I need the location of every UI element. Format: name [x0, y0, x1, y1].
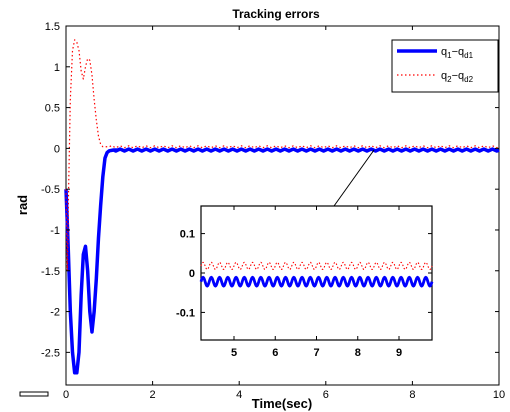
- x-axis-label: Time(sec): [252, 396, 312, 411]
- inset-y-tick-label: 0: [189, 268, 195, 280]
- y-tick-label: -0.5: [41, 184, 60, 196]
- inset-x-tick-label: 8: [355, 347, 361, 359]
- y-tick-label: 0.5: [45, 103, 60, 115]
- x-tick-label: 8: [409, 389, 415, 401]
- inset-plot: 5 6 7 8 9 0.1 0 -0.1: [176, 206, 432, 359]
- y-tick-label: 1.5: [45, 21, 60, 33]
- y-tick-label: -2.5: [41, 347, 60, 359]
- y-axis-label: rad: [15, 195, 30, 215]
- inset-x-tick-label: 5: [231, 347, 237, 359]
- y-tick-label: -1: [50, 225, 60, 237]
- x-tick-label: 0: [63, 389, 69, 401]
- inset-y-tick-label: 0.1: [180, 229, 195, 241]
- inset-y-tick-label: -0.1: [176, 307, 195, 319]
- y-tick-label: -1.5: [41, 266, 60, 278]
- chart-title: Tracking errors: [232, 7, 320, 21]
- x-tick-label: 4: [236, 389, 242, 401]
- inset-x-tick-label: 6: [272, 347, 278, 359]
- corner-marker: [20, 392, 48, 396]
- zoom-connector-line: [334, 150, 374, 206]
- x-tick-label: 10: [493, 389, 505, 401]
- y-tick-label: -2: [50, 307, 60, 319]
- x-tick-label: 2: [150, 389, 156, 401]
- x-tick-label: 6: [323, 389, 329, 401]
- inset-x-tick-label: 7: [313, 347, 319, 359]
- inset-frame: [201, 206, 432, 340]
- inset-x-tick-label: 9: [396, 347, 402, 359]
- y-tick-label: 1: [54, 62, 60, 74]
- y-tick-label: 0: [54, 143, 60, 155]
- legend: q1−qd1 q2−qd2: [392, 40, 498, 92]
